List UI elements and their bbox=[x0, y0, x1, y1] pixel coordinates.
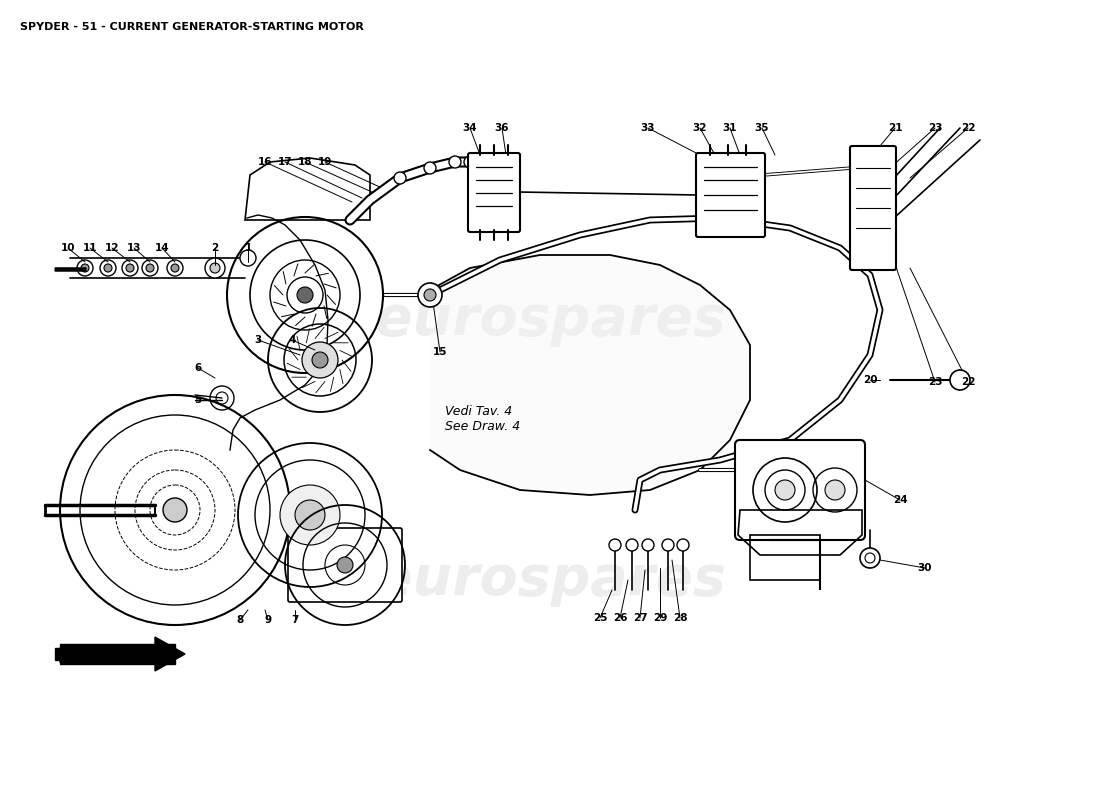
Text: 27: 27 bbox=[632, 613, 647, 623]
Circle shape bbox=[122, 260, 138, 276]
Circle shape bbox=[100, 260, 116, 276]
Text: 4: 4 bbox=[288, 335, 296, 345]
Text: 14: 14 bbox=[155, 243, 169, 253]
Circle shape bbox=[280, 485, 340, 545]
Text: 16: 16 bbox=[257, 157, 273, 167]
Circle shape bbox=[210, 386, 234, 410]
Text: 28: 28 bbox=[673, 613, 688, 623]
Text: 35: 35 bbox=[755, 123, 769, 133]
Text: 24: 24 bbox=[893, 495, 907, 505]
Text: 26: 26 bbox=[613, 613, 627, 623]
Text: 30: 30 bbox=[917, 563, 933, 573]
Text: 19: 19 bbox=[318, 157, 332, 167]
Circle shape bbox=[210, 263, 220, 273]
Text: Vedi Tav. 4
See Draw. 4: Vedi Tav. 4 See Draw. 4 bbox=[446, 405, 520, 433]
Circle shape bbox=[776, 480, 795, 500]
Circle shape bbox=[662, 539, 674, 551]
Circle shape bbox=[146, 264, 154, 272]
Circle shape bbox=[642, 539, 654, 551]
Text: 33: 33 bbox=[640, 123, 656, 133]
Text: 2: 2 bbox=[211, 243, 219, 253]
Circle shape bbox=[205, 258, 225, 278]
Circle shape bbox=[424, 162, 436, 174]
Circle shape bbox=[81, 264, 89, 272]
Circle shape bbox=[295, 500, 324, 530]
Text: 18: 18 bbox=[298, 157, 312, 167]
Text: 32: 32 bbox=[693, 123, 707, 133]
Text: 29: 29 bbox=[652, 613, 668, 623]
Text: 5: 5 bbox=[195, 395, 201, 405]
Text: 20: 20 bbox=[862, 375, 878, 385]
Circle shape bbox=[825, 480, 845, 500]
Circle shape bbox=[77, 260, 94, 276]
FancyBboxPatch shape bbox=[696, 153, 764, 237]
Text: 13: 13 bbox=[126, 243, 141, 253]
Circle shape bbox=[240, 250, 256, 266]
Circle shape bbox=[167, 260, 183, 276]
Text: 36: 36 bbox=[495, 123, 509, 133]
Text: eurospares: eurospares bbox=[375, 293, 725, 347]
FancyArrowPatch shape bbox=[58, 649, 177, 659]
Text: 25: 25 bbox=[593, 613, 607, 623]
Circle shape bbox=[418, 283, 442, 307]
Text: 1: 1 bbox=[244, 243, 252, 253]
Circle shape bbox=[297, 287, 313, 303]
Text: eurospares: eurospares bbox=[375, 553, 725, 607]
Text: 7: 7 bbox=[292, 615, 299, 625]
Polygon shape bbox=[60, 644, 175, 664]
Text: 31: 31 bbox=[723, 123, 737, 133]
Text: 6: 6 bbox=[195, 363, 201, 373]
Text: 22: 22 bbox=[960, 123, 976, 133]
Circle shape bbox=[394, 172, 406, 184]
FancyBboxPatch shape bbox=[288, 528, 402, 602]
Text: 9: 9 bbox=[264, 615, 272, 625]
Text: 12: 12 bbox=[104, 243, 119, 253]
Text: 23: 23 bbox=[927, 377, 943, 387]
Circle shape bbox=[312, 352, 328, 368]
Circle shape bbox=[950, 370, 970, 390]
Text: 34: 34 bbox=[463, 123, 477, 133]
Text: 10: 10 bbox=[60, 243, 75, 253]
Text: 15: 15 bbox=[432, 347, 448, 357]
Circle shape bbox=[424, 289, 436, 301]
Circle shape bbox=[676, 539, 689, 551]
Circle shape bbox=[142, 260, 158, 276]
Circle shape bbox=[464, 156, 476, 168]
Polygon shape bbox=[60, 637, 185, 671]
Text: 21: 21 bbox=[888, 123, 902, 133]
Text: 8: 8 bbox=[236, 615, 243, 625]
Circle shape bbox=[337, 557, 353, 573]
FancyBboxPatch shape bbox=[735, 440, 865, 540]
Circle shape bbox=[126, 264, 134, 272]
Circle shape bbox=[626, 539, 638, 551]
Circle shape bbox=[104, 264, 112, 272]
Circle shape bbox=[170, 264, 179, 272]
FancyBboxPatch shape bbox=[468, 153, 520, 232]
Text: 22: 22 bbox=[960, 377, 976, 387]
Circle shape bbox=[302, 342, 338, 378]
FancyBboxPatch shape bbox=[850, 146, 896, 270]
Circle shape bbox=[163, 498, 187, 522]
Text: 3: 3 bbox=[254, 335, 262, 345]
Text: 17: 17 bbox=[277, 157, 293, 167]
Text: 11: 11 bbox=[82, 243, 97, 253]
Text: 23: 23 bbox=[927, 123, 943, 133]
Circle shape bbox=[449, 156, 461, 168]
Polygon shape bbox=[430, 255, 750, 495]
Circle shape bbox=[609, 539, 622, 551]
Circle shape bbox=[860, 548, 880, 568]
Polygon shape bbox=[55, 648, 165, 660]
Text: SPYDER - 51 - CURRENT GENERATOR-STARTING MOTOR: SPYDER - 51 - CURRENT GENERATOR-STARTING… bbox=[20, 22, 364, 32]
